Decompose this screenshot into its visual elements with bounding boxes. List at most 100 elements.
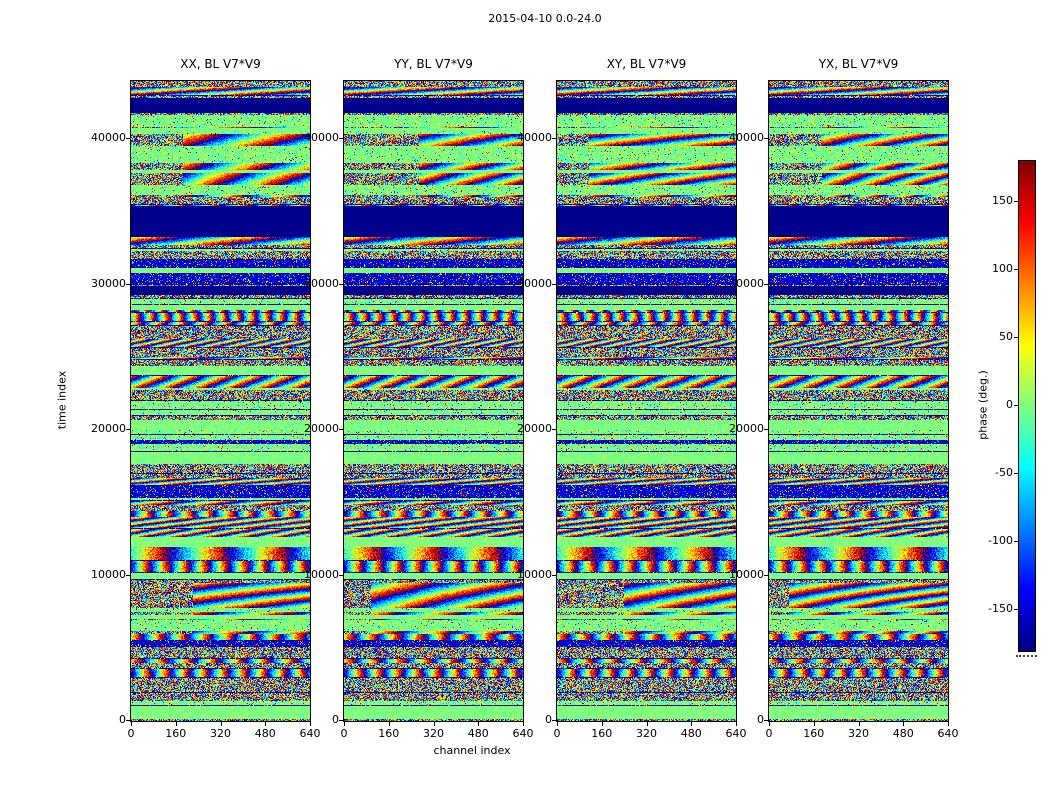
colorbar-tick-label: -150 [988,602,1013,616]
y-tick-label: 40000 [729,131,764,145]
figure-title: 2015-04-10 0.0-24.0 [488,12,602,25]
x-tick-label: 320 [848,727,869,740]
tick-mark [691,722,692,726]
colorbar-tick-label: 0 [1006,398,1013,411]
heatmap-panel-yx [768,80,949,722]
tick-mark [1014,405,1018,406]
tick-mark [523,722,524,726]
tick-mark [339,429,343,430]
x-tick-label: 0 [553,727,561,740]
x-tick-label: 320 [423,727,444,740]
tick-mark [764,429,768,430]
x-tick-label: 480 [467,727,489,740]
tick-mark [176,722,177,726]
tick-mark [126,575,130,576]
y-tick-label: 0 [757,713,764,726]
tick-mark [1014,201,1018,202]
x-tick-label: 640 [512,727,534,740]
x-tick-label: 640 [725,727,747,740]
x-tick-label: 0 [765,727,773,740]
tick-mark [389,722,390,726]
x-tick-label: 160 [165,727,187,740]
x-tick-label: 480 [254,727,276,740]
y-axis-label: time index [55,370,69,430]
tick-mark [552,284,556,285]
colorbar-tick-label: 100 [992,261,1013,275]
tick-mark [647,722,648,726]
x-tick-label: 640 [937,727,959,740]
x-tick-label: 160 [803,727,825,740]
y-tick-label: 40000 [517,131,552,145]
x-tick-label: 480 [892,727,914,740]
colorbar-tick-label: 50 [999,329,1013,343]
tick-mark [764,138,768,139]
panel-title-yy: YY, BL V7*V9 [394,57,473,71]
y-tick-label: 0 [545,713,552,726]
tick-mark [1014,337,1018,338]
x-tick-label: 0 [127,727,135,740]
panel-title-xx: XX, BL V7*V9 [180,57,261,71]
tick-mark [478,722,479,726]
tick-mark [265,722,266,726]
tick-mark [339,720,343,721]
y-tick-label: 40000 [91,131,126,145]
panel-title-xy: XY, BL V7*V9 [606,57,687,71]
colorbar [1018,160,1036,652]
y-tick-label: 20000 [729,422,764,436]
tick-mark [126,284,130,285]
y-tick-label: 20000 [517,422,552,436]
x-tick-label: 160 [378,727,400,740]
tick-mark [948,722,949,726]
tick-mark [339,575,343,576]
x-tick-label: 320 [210,727,231,740]
y-tick-label: 20000 [304,422,339,436]
colorbar-label: phase (deg.) [976,370,990,440]
tick-mark [764,284,768,285]
tick-mark [903,722,904,726]
x-tick-label: 0 [340,727,348,740]
tick-mark [1014,541,1018,542]
heatmap-panel-yy [343,80,524,722]
y-tick-label: 0 [119,713,126,726]
y-tick-label: 10000 [91,567,126,581]
tick-mark [126,138,130,139]
tick-mark [736,722,737,726]
tick-mark [557,722,558,726]
colorbar-dotted-edge [1016,655,1037,657]
tick-mark [1014,473,1018,474]
tick-mark [126,429,130,430]
x-tick-label: 640 [299,727,321,740]
tick-mark [1014,609,1018,610]
y-tick-label: 10000 [517,567,552,581]
tick-mark [552,720,556,721]
tick-mark [552,429,556,430]
tick-mark [1014,269,1018,270]
x-axis-label: channel index [433,744,511,757]
y-tick-label: 40000 [304,131,339,145]
tick-mark [310,722,311,726]
tick-mark [769,722,770,726]
panel-title-yx: YX, BL V7*V9 [818,57,899,71]
x-tick-label: 160 [591,727,613,740]
tick-mark [221,722,222,726]
colorbar-tick-label: -100 [988,534,1013,548]
y-tick-label: 10000 [729,567,764,581]
tick-mark [434,722,435,726]
tick-mark [126,720,130,721]
tick-mark [764,575,768,576]
heatmap-panel-xy [556,80,737,722]
tick-mark [552,575,556,576]
tick-mark [552,138,556,139]
tick-mark [764,720,768,721]
colorbar-tick-label: 150 [992,193,1013,207]
tick-mark [339,138,343,139]
heatmap-panel-xx [130,80,311,722]
y-tick-label: 30000 [304,276,339,290]
tick-mark [859,722,860,726]
colorbar-tick-label: -50 [995,466,1013,480]
tick-mark [814,722,815,726]
y-tick-label: 20000 [91,422,126,436]
y-tick-label: 10000 [304,567,339,581]
y-tick-label: 0 [332,713,339,726]
